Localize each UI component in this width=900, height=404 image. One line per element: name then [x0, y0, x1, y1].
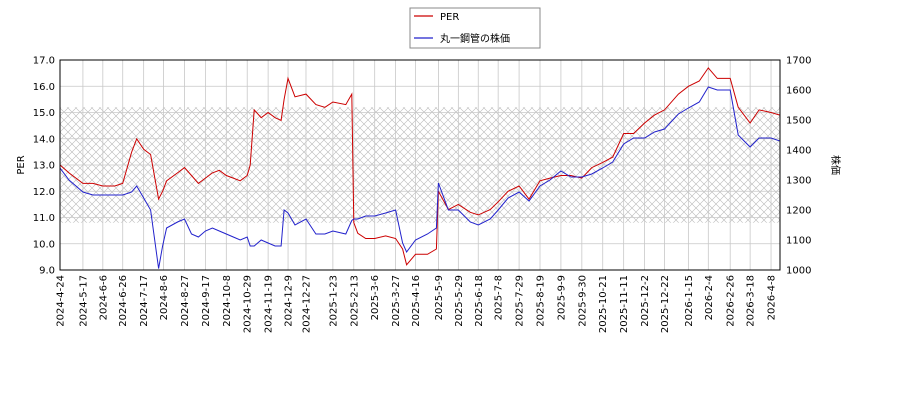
left-axis-label: PER: [16, 155, 27, 174]
x-tick-label: 2024-6-6: [98, 275, 109, 320]
legend: PER 丸一鋼管の株価: [409, 7, 541, 49]
left-axis-ticks: 9.0 10.0 11.0 12.0 13.0 14.0 15.0 16.0 17.0: [33, 56, 55, 277]
x-tick-label: 2024-10-8: [222, 275, 233, 327]
x-tick-label: 2025-11-11: [619, 275, 630, 333]
x-tick-label: 2025-9-9: [556, 275, 567, 320]
left-tick-label: 17.0: [33, 56, 55, 67]
right-axis-label: 株価: [829, 155, 842, 175]
legend-box: [409, 7, 541, 49]
x-tick-label: 2024-8-6: [159, 275, 170, 320]
x-tick-label: 2025-9-30: [577, 275, 588, 327]
x-axis-ticks: 2024-4-24 2024-5-17 2024-6-6 2024-6-26 2024-…: [56, 275, 778, 333]
x-tick-label: 2025-7-8: [494, 275, 505, 320]
x-tick-label: 2026-1-15: [684, 275, 695, 327]
left-tick-label: 13.0: [33, 161, 55, 172]
right-tick-label: 1300: [786, 176, 811, 187]
x-tick-label: 2025-12-2: [640, 275, 651, 327]
left-tick-label: 11.0: [33, 213, 55, 224]
x-tick-label: 2024-4-24: [56, 275, 67, 327]
x-tick-label: 2025-12-22: [660, 275, 671, 333]
x-tick-label: 2025-4-16: [411, 275, 422, 327]
x-tick-label: 2025-2-13: [349, 275, 360, 327]
right-axis-ticks: 1000 1100 1200 1300 1400 1500 1600 1700: [786, 56, 811, 277]
right-tick-label: 1000: [786, 266, 811, 277]
x-tick-label: 2024-9-17: [201, 275, 212, 327]
x-tick-label: 2024-8-27: [180, 275, 191, 327]
x-tick-label: 2025-3-6: [370, 275, 381, 320]
x-tick-label: 2025-1-23: [328, 275, 339, 327]
legend-label-per: PER: [440, 12, 459, 23]
x-tick-label: 2024-10-29: [243, 275, 254, 333]
x-tick-label: 2025-7-29: [515, 275, 526, 327]
x-tick-label: 2024-7-17: [139, 275, 150, 327]
x-tick-label: 2024-12-9: [284, 275, 295, 327]
x-tick-label: 2026-2-4: [704, 275, 715, 320]
x-tick-label: 2025-5-29: [454, 275, 465, 327]
right-tick-label: 1400: [786, 146, 811, 157]
left-tick-label: 15.0: [33, 108, 55, 119]
left-tick-label: 12.0: [33, 187, 55, 198]
x-tick-label: 2026-2-26: [726, 275, 737, 327]
x-tick-label: 2025-5-9: [434, 275, 445, 320]
left-tick-label: 14.0: [33, 134, 55, 145]
x-tick-label: 2025-3-27: [391, 275, 402, 327]
right-tick-label: 1700: [786, 56, 811, 67]
legend-label-stock-price: 丸一鋼管の株価: [440, 32, 510, 45]
vertical-gridlines: [59, 60, 772, 270]
stock-price-series-line: [60, 86, 780, 269]
left-tick-label: 10.0: [33, 239, 55, 250]
per-series-line: [60, 67, 780, 266]
x-tick-label: 2025-8-19: [536, 275, 547, 327]
x-tick-label: 2025-10-21: [598, 275, 609, 333]
right-tick-label: 1100: [786, 236, 811, 247]
x-tick-label: 2026-3-18: [746, 275, 757, 327]
x-tick-label: 2026-4-8: [767, 275, 778, 320]
x-tick-label: 2024-5-17: [78, 275, 89, 327]
x-tick-label: 2024-12-27: [301, 275, 312, 333]
left-tick-label: 16.0: [33, 82, 55, 93]
x-tick-label: 2024-11-19: [264, 275, 275, 333]
plot-frame: [59, 59, 781, 271]
right-tick-label: 1200: [786, 206, 811, 217]
right-tick-label: 1500: [786, 116, 811, 127]
x-tick-label: 2025-6-18: [474, 275, 485, 327]
left-tick-label: 9.0: [39, 266, 55, 277]
right-tick-label: 1600: [786, 86, 811, 97]
x-tick-label: 2024-6-26: [118, 275, 129, 327]
